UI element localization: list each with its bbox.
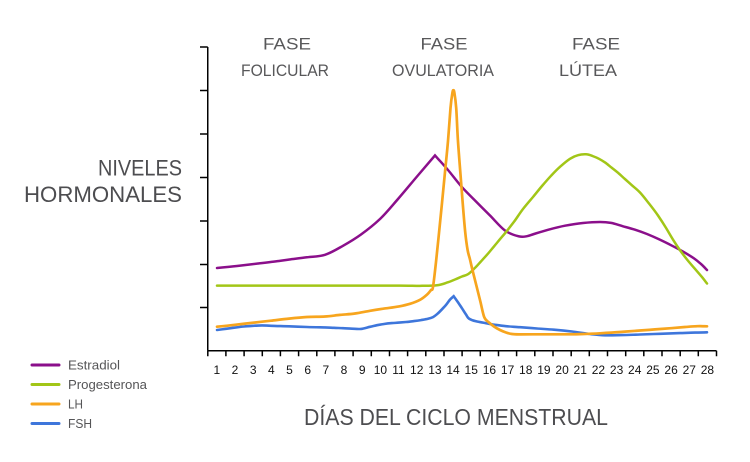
svg-text:23: 23: [610, 363, 624, 377]
svg-text:Progesterona: Progesterona: [68, 377, 148, 392]
svg-text:10: 10: [374, 363, 388, 377]
svg-text:7: 7: [323, 363, 330, 377]
svg-text:9: 9: [359, 363, 366, 377]
svg-text:FOLICULAR: FOLICULAR: [241, 61, 329, 80]
svg-text:FASE: FASE: [572, 35, 620, 54]
svg-text:2: 2: [232, 363, 239, 377]
svg-text:4: 4: [268, 363, 275, 377]
svg-text:15: 15: [465, 363, 479, 377]
svg-text:12: 12: [410, 363, 424, 377]
svg-text:8: 8: [341, 363, 348, 377]
svg-text:FSH: FSH: [68, 416, 92, 431]
svg-text:19: 19: [537, 363, 551, 377]
svg-text:22: 22: [592, 363, 606, 377]
svg-text:11: 11: [392, 363, 405, 377]
svg-text:3: 3: [250, 363, 257, 377]
svg-text:24: 24: [628, 363, 642, 377]
svg-text:NIVELES: NIVELES: [98, 156, 182, 181]
svg-text:LH: LH: [68, 397, 83, 412]
svg-text:28: 28: [701, 363, 715, 377]
svg-text:16: 16: [483, 363, 497, 377]
svg-text:26: 26: [664, 363, 678, 377]
svg-text:LÚTEA: LÚTEA: [559, 61, 618, 80]
svg-text:6: 6: [304, 363, 311, 377]
svg-text:21: 21: [574, 363, 588, 377]
svg-text:HORMONALES: HORMONALES: [24, 182, 182, 207]
svg-text:14: 14: [446, 363, 460, 377]
svg-text:Estradiol: Estradiol: [68, 358, 120, 373]
svg-text:17: 17: [501, 363, 515, 377]
svg-text:18: 18: [519, 363, 533, 377]
svg-text:25: 25: [646, 363, 660, 377]
svg-text:13: 13: [428, 363, 442, 377]
svg-text:5: 5: [286, 363, 293, 377]
svg-text:27: 27: [683, 363, 697, 377]
svg-text:1: 1: [213, 363, 220, 377]
svg-text:20: 20: [555, 363, 569, 377]
svg-text:FASE: FASE: [263, 35, 311, 54]
svg-text:FASE: FASE: [421, 35, 468, 54]
svg-text:DÍAS DEL CICLO MENSTRUAL: DÍAS DEL CICLO MENSTRUAL: [304, 404, 608, 430]
svg-text:OVULATORIA: OVULATORIA: [392, 61, 495, 80]
